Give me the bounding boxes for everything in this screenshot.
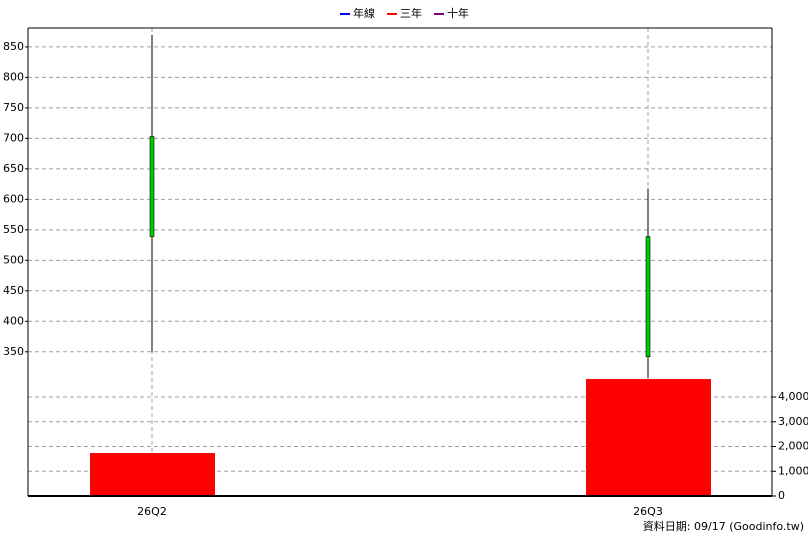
y-tick-label: 750 [3,101,24,114]
volume-bar [586,379,711,496]
candle-body [149,136,155,237]
y-tick-label: 400 [3,314,24,327]
legend-label: 年線 [353,6,375,20]
y-tick-label: 700 [3,131,24,144]
y-tick-label: 550 [3,223,24,236]
y2-tick-label: 1,000 [778,464,808,477]
y2-tick-label: 4,000 [778,390,808,403]
y-tick-label: 800 [3,70,24,83]
y-tick-label: 350 [3,345,24,358]
y2-tick-label: 2,000 [778,440,808,453]
source-note: 資料日期: 09/17 (Goodinfo.tw) [643,519,804,533]
y-tick-label: 600 [3,192,24,205]
y-tick-label: 500 [3,253,24,266]
legend-label: 三年 [400,6,422,20]
y2-tick-label: 3,000 [778,415,808,428]
y-tick-label: 450 [3,284,24,297]
candle-body [645,236,651,357]
legend-label: 十年 [447,6,469,20]
x-tick-label: 26Q2 [137,505,167,518]
y2-tick-label: 0 [778,489,785,502]
x-tick-label: 26Q3 [633,505,663,518]
y-tick-label: 850 [3,40,24,53]
y-tick-label: 650 [3,162,24,175]
volume-bar [90,453,215,496]
